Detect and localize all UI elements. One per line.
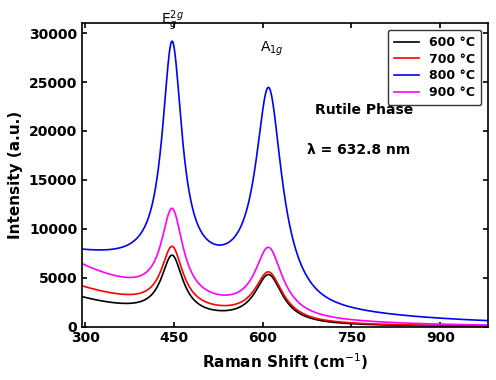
- Legend: 600 °C, 700 °C, 800 °C, 900 °C: 600 °C, 700 °C, 800 °C, 900 °C: [388, 30, 482, 105]
- Line: 900 °C: 900 °C: [82, 208, 488, 325]
- 700 °C: [169, 244, 175, 249]
- 800 °C: [79, 247, 85, 251]
- 700 °C: [277, 285, 283, 290]
- 900 °C: [266, 245, 272, 250]
- 900 °C: [399, 321, 405, 325]
- 700 °C: [79, 283, 85, 288]
- 800 °C: [473, 318, 479, 322]
- 600 °C: [473, 324, 479, 328]
- 600 °C: [473, 324, 479, 328]
- Y-axis label: Intensity (a.u.): Intensity (a.u.): [8, 111, 23, 239]
- 900 °C: [473, 323, 479, 327]
- 600 °C: [277, 287, 283, 292]
- Text: $\mathrm{E}_g^{2g}$: $\mathrm{E}_g^{2g}$: [161, 9, 184, 33]
- 600 °C: [100, 299, 106, 303]
- 800 °C: [169, 39, 175, 43]
- 800 °C: [399, 313, 405, 317]
- 600 °C: [399, 323, 405, 328]
- 800 °C: [485, 318, 491, 323]
- 800 °C: [473, 318, 479, 322]
- 900 °C: [473, 323, 479, 327]
- X-axis label: Raman Shift (cm$^{-1}$): Raman Shift (cm$^{-1}$): [201, 351, 368, 372]
- 800 °C: [266, 85, 272, 90]
- Text: $\mathrm{A}_{1g}$: $\mathrm{A}_{1g}$: [260, 39, 283, 58]
- Line: 600 °C: 600 °C: [82, 255, 488, 326]
- 900 °C: [100, 270, 106, 274]
- 600 °C: [266, 272, 272, 277]
- 700 °C: [473, 323, 479, 328]
- 900 °C: [169, 206, 175, 211]
- 900 °C: [277, 267, 283, 271]
- Line: 800 °C: 800 °C: [82, 41, 488, 321]
- 700 °C: [485, 324, 491, 328]
- 700 °C: [399, 323, 405, 327]
- 700 °C: [266, 269, 272, 274]
- Text: Rutile Phase: Rutile Phase: [315, 103, 414, 117]
- 600 °C: [169, 253, 175, 257]
- 600 °C: [485, 324, 491, 328]
- 700 °C: [100, 289, 106, 293]
- 800 °C: [100, 248, 106, 252]
- 800 °C: [277, 155, 283, 160]
- Line: 700 °C: 700 °C: [82, 246, 488, 326]
- 700 °C: [473, 323, 479, 328]
- 900 °C: [79, 261, 85, 266]
- 900 °C: [485, 323, 491, 327]
- 600 °C: [79, 294, 85, 299]
- Text: λ = 632.8 nm: λ = 632.8 nm: [307, 143, 411, 157]
